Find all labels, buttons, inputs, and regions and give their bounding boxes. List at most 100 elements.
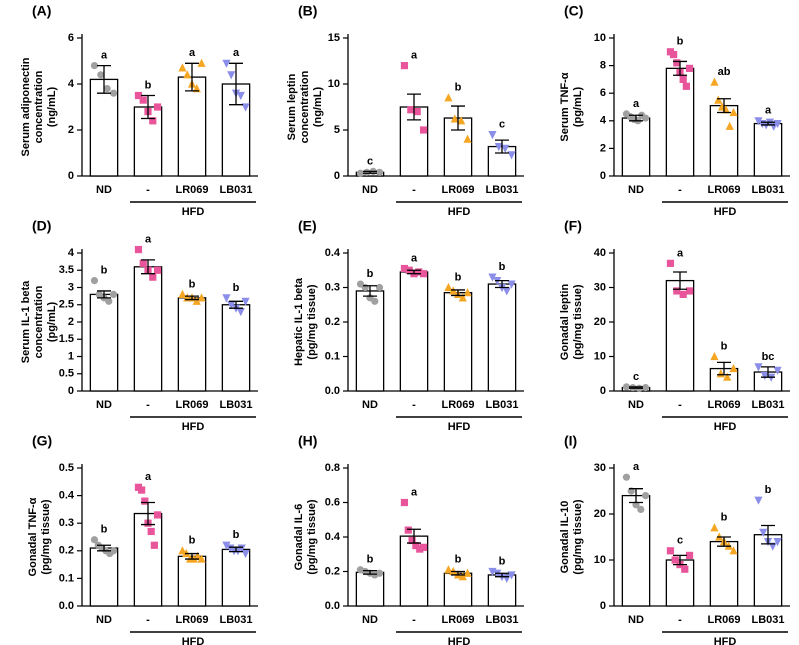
data-point: [150, 541, 158, 549]
data-point: [419, 270, 428, 278]
data-point: [149, 117, 157, 125]
data-point: [375, 569, 384, 577]
data-point: [149, 273, 157, 281]
data-point: [488, 131, 497, 140]
y-tick-label: 0.0: [325, 385, 340, 397]
group-label: HFD: [714, 421, 737, 433]
bar: [487, 283, 517, 392]
x-tick-label: LB031: [751, 399, 784, 411]
panel: (H) Gonadal IL-6 (pg/mg tissue) 0.0 0.2 0.4 0.…: [293, 433, 524, 645]
y-tick-label: 0.1: [325, 350, 340, 362]
significance-letter: b: [101, 265, 108, 277]
data-point: [685, 551, 694, 559]
group-label: HFD: [448, 206, 471, 218]
y-tick-label: 3: [68, 281, 74, 293]
data-point: [673, 59, 681, 67]
error-bar: [717, 361, 731, 376]
error-bar: [451, 570, 465, 576]
data-point: [193, 551, 202, 560]
data-point: [109, 547, 118, 555]
significance-letter: b: [455, 271, 462, 283]
y-tick-label: 30: [594, 281, 606, 293]
panel-label: (C): [564, 3, 583, 19]
data-point: [241, 549, 250, 559]
significance-letter: ab: [718, 66, 731, 78]
bar: [443, 292, 473, 392]
data-point: [222, 294, 231, 303]
significance-letter: b: [189, 535, 196, 547]
bar: [621, 117, 651, 177]
y-axis-label: (pg/mg tissue): [40, 499, 52, 575]
error-bar: [629, 114, 643, 122]
significance-letter: b: [101, 524, 108, 536]
y-tick-label: 2.5: [59, 299, 74, 311]
x-tick-label: ND: [96, 184, 112, 196]
x-tick-label: LR069: [707, 399, 740, 411]
significance-letter: c: [367, 155, 373, 167]
data-point: [679, 75, 687, 83]
data-point: [222, 59, 231, 68]
y-tick-label: 0: [68, 170, 74, 182]
error-bar: [185, 552, 199, 560]
data-point: [641, 114, 650, 122]
data-point: [768, 542, 777, 551]
data-point: [416, 545, 424, 553]
panel-label: (G): [32, 433, 52, 449]
bar: [221, 548, 251, 607]
y-axis-label: (ng/mL): [46, 87, 58, 128]
group-label: HFD: [182, 636, 205, 645]
bar: [89, 547, 119, 607]
data-point: [404, 526, 412, 534]
error-bar: [97, 290, 111, 299]
error-bar: [451, 289, 465, 297]
y-tick-label: 20: [594, 508, 606, 520]
x-tick-label: LB031: [751, 614, 784, 626]
y-axis-label: Serum adiponectin: [20, 57, 32, 156]
data-point: [507, 571, 516, 580]
data-point: [400, 264, 409, 273]
data-point: [241, 103, 250, 112]
data-point: [419, 126, 428, 134]
data-point: [666, 547, 675, 555]
data-point: [450, 114, 459, 123]
error-bar: [673, 60, 687, 76]
data-point: [141, 497, 149, 505]
x-tick-label: -: [146, 614, 150, 626]
y-tick-label: 2: [68, 124, 74, 136]
data-point: [197, 58, 206, 67]
data-point: [375, 168, 384, 176]
data-point: [419, 543, 428, 551]
significance-letter: bc: [762, 351, 775, 363]
data-point: [356, 169, 365, 177]
significance-letter: b: [233, 282, 240, 294]
y-tick-label: 0.4: [325, 247, 341, 259]
data-point: [729, 546, 738, 555]
error-bar: [717, 98, 731, 114]
y-tick-label: 10: [594, 350, 606, 362]
x-tick-label: -: [678, 614, 682, 626]
y-tick-label: 0.2: [325, 565, 340, 577]
error-bar: [717, 536, 731, 547]
x-tick-label: -: [678, 184, 682, 196]
significance-letter: b: [721, 512, 728, 524]
data-point: [192, 296, 201, 305]
y-tick-label: 4: [68, 247, 75, 259]
y-axis-label: Serum IL-1 beta: [20, 280, 32, 363]
error-bar: [673, 554, 687, 566]
data-point: [463, 568, 472, 577]
data-point: [710, 77, 719, 86]
error-bar: [673, 271, 687, 290]
data-point: [415, 268, 423, 276]
significance-letter: b: [455, 554, 462, 566]
significance-letter: b: [499, 555, 506, 567]
panel: (C) Serum TNF-α (pg/mL) 0 2 4 6 8 10 a ND b - ab LR069…: [559, 3, 790, 218]
y-tick-label: 0.4: [325, 531, 341, 543]
data-point: [444, 282, 453, 292]
y-tick-label: 2: [600, 142, 606, 154]
error-bar: [363, 170, 377, 174]
x-tick-label: ND: [96, 614, 112, 626]
y-tick-label: 0: [600, 385, 606, 397]
error-bar: [629, 488, 643, 504]
data-point: [507, 151, 516, 160]
y-axis-label: (pg/mL): [46, 302, 58, 343]
